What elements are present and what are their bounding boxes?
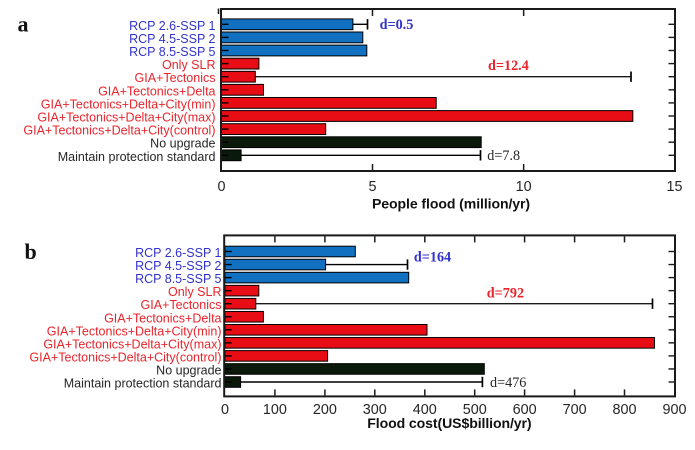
- svg-text:0: 0: [217, 179, 225, 195]
- svg-text:GIA+Tectonics+Delta: GIA+Tectonics+Delta: [98, 84, 215, 98]
- svg-text:900: 900: [662, 402, 686, 418]
- svg-text:GIA+Tectonics+Delta+City(min): GIA+Tectonics+Delta+City(min): [41, 97, 216, 111]
- svg-text:RCP 4.5-SSP 2: RCP 4.5-SSP 2: [135, 259, 221, 273]
- svg-text:10: 10: [516, 179, 532, 195]
- svg-text:No upgrade: No upgrade: [156, 363, 221, 377]
- svg-text:300: 300: [363, 402, 387, 418]
- svg-text:No upgrade: No upgrade: [150, 137, 215, 151]
- svg-text:d=7.8: d=7.8: [487, 148, 520, 164]
- svg-text:800: 800: [612, 402, 636, 418]
- svg-text:RCP 8.5-SSP 5: RCP 8.5-SSP 5: [129, 45, 215, 59]
- svg-text:GIA+Tectonics+Delta+City(max): GIA+Tectonics+Delta+City(max): [43, 337, 221, 351]
- svg-text:RCP 4.5-SSP 2: RCP 4.5-SSP 2: [129, 32, 215, 46]
- svg-text:Maintain protection standard: Maintain protection standard: [64, 377, 222, 391]
- svg-text:a: a: [18, 12, 29, 37]
- svg-text:d=0.5: d=0.5: [380, 17, 414, 33]
- svg-text:700: 700: [563, 402, 587, 418]
- svg-text:GIA+Tectonics+Delta+City(max): GIA+Tectonics+Delta+City(max): [37, 111, 215, 125]
- svg-text:RCP 2.6-SSP 1: RCP 2.6-SSP 1: [135, 246, 221, 260]
- svg-text:d=792: d=792: [487, 285, 524, 301]
- svg-text:5: 5: [368, 179, 376, 195]
- svg-text:GIA+Tectonics+Delta+City(contr: GIA+Tectonics+Delta+City(control): [29, 350, 221, 364]
- svg-text:Only SLR: Only SLR: [168, 285, 222, 299]
- svg-text:500: 500: [463, 402, 487, 418]
- svg-text:GIA+Tectonics+Delta+City(min): GIA+Tectonics+Delta+City(min): [47, 324, 222, 338]
- svg-text:15: 15: [666, 179, 682, 195]
- svg-text:100: 100: [263, 402, 287, 418]
- svg-text:200: 200: [313, 402, 337, 418]
- svg-text:GIA+Tectonics: GIA+Tectonics: [141, 298, 222, 312]
- svg-text:RCP 2.6-SSP 1: RCP 2.6-SSP 1: [129, 19, 215, 33]
- svg-text:Maintain protection standard: Maintain protection standard: [58, 150, 216, 164]
- svg-text:Only SLR: Only SLR: [162, 58, 216, 72]
- svg-text:GIA+Tectonics+Delta+City(contr: GIA+Tectonics+Delta+City(control): [23, 124, 215, 138]
- svg-text:b: b: [25, 239, 37, 264]
- svg-text:GIA+Tectonics: GIA+Tectonics: [135, 71, 216, 85]
- svg-text:d=476: d=476: [490, 375, 526, 391]
- svg-text:Flood cost(US$billion/yr): Flood cost(US$billion/yr): [367, 415, 531, 431]
- svg-text:People flood (million/yr): People flood (million/yr): [372, 195, 530, 211]
- svg-text:RCP 8.5-SSP 5: RCP 8.5-SSP 5: [135, 272, 221, 286]
- svg-text:d=164: d=164: [414, 250, 451, 266]
- svg-text:0: 0: [221, 402, 229, 418]
- svg-text:GIA+Tectonics+Delta: GIA+Tectonics+Delta: [104, 311, 221, 325]
- svg-text:d=12.4: d=12.4: [488, 58, 529, 74]
- svg-text:600: 600: [513, 402, 537, 418]
- svg-text:400: 400: [413, 402, 437, 418]
